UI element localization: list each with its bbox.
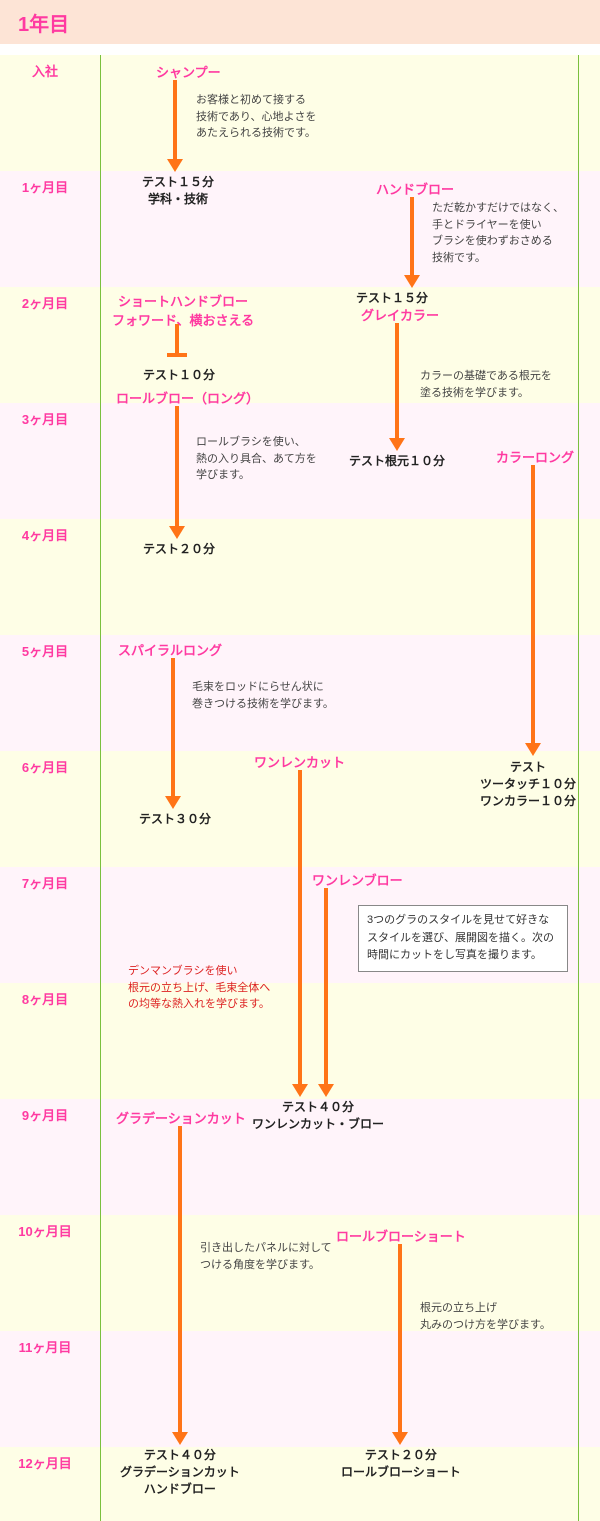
skill-desc: ロールブラシを使い、 熱の入り具合、あて方を 学びます。: [196, 434, 317, 484]
month-label: 3ヶ月目: [0, 409, 90, 428]
arrow-head-icon: [392, 1432, 408, 1445]
test-result: テスト２０分: [143, 540, 215, 557]
month-label: 8ヶ月目: [0, 989, 90, 1008]
month-label: 6ヶ月目: [0, 757, 90, 776]
arrow-line: [178, 1126, 182, 1435]
month-label: 1ヶ月目: [0, 177, 90, 196]
skill-desc: カラーの基礎である根元を 塗る技術を学びます。: [420, 368, 552, 401]
arrow-head-icon: [318, 1084, 334, 1097]
timeline-row: [0, 1331, 600, 1447]
test-result: テスト４０分 グラデーションカット ハンドブロー: [120, 1446, 240, 1497]
skill-title: ロールブロー（ロング）: [116, 388, 259, 407]
test-result: テスト３０分: [139, 810, 211, 827]
arrow-head-icon: [292, 1084, 308, 1097]
month-label: 7ヶ月目: [0, 873, 90, 892]
month-label: 11ヶ月目: [0, 1337, 90, 1356]
month-label: 10ヶ月目: [0, 1221, 90, 1240]
timeline-edge-left: [100, 55, 101, 1521]
skill-desc: ただ乾かすだけではなく、 手とドライヤーを使い ブラシを使わずおさめる 技術です…: [432, 200, 564, 266]
skill-title: ワンレンカット: [254, 752, 345, 771]
skill-title: カラーロング: [496, 447, 574, 466]
skill-desc: お客様と初めて接する 技術であり、心地よさを あたえられる技術です。: [196, 92, 316, 142]
skill-title: ハンドブロー: [376, 179, 454, 198]
skill-title: ワンレンブロー: [312, 870, 403, 889]
denman-note: デンマンブラシを使い 根元の立ち上げ、毛束全体へ の均等な熱入れを学びます。: [128, 963, 270, 1013]
year-header-text: 1年目: [18, 8, 69, 37]
test-result: テスト１５分 学科・技術: [142, 173, 214, 207]
arrow-line: [398, 1244, 402, 1435]
arrow-line: [324, 888, 328, 1087]
arrow-head-icon: [525, 743, 541, 756]
timeline-edge-right: [578, 55, 579, 1521]
test-result: テスト１５分: [356, 289, 428, 306]
arrow-head-icon: [165, 796, 181, 809]
timeline-row: [0, 519, 600, 635]
skill-desc: 根元の立ち上げ 丸みのつけ方を学びます。: [420, 1300, 551, 1333]
arrow-line: [175, 406, 179, 529]
skill-desc: 引き出したパネルに対して つける角度を学びます。: [200, 1240, 332, 1273]
skill-title: シャンプー: [156, 62, 221, 81]
skill-title: グレイカラー: [361, 305, 439, 324]
month-label: 2ヶ月目: [0, 293, 90, 312]
test-result: テスト ツータッチ１０分 ワンカラー１０分: [480, 758, 576, 809]
test-result: テスト根元１０分: [349, 452, 445, 469]
month-label: 12ヶ月目: [0, 1453, 90, 1472]
month-label: 4ヶ月目: [0, 525, 90, 544]
arrow-line: [173, 80, 177, 162]
test-result: テスト２０分 ロールブローショート: [341, 1446, 461, 1480]
timeline-container: 1年目 入社 1ヶ月目 2ヶ月目 3ヶ月目 4ヶ月目 5ヶ月目 6ヶ月目 7ヶ月目 8ヶ月目 9ヶ…: [0, 0, 600, 1521]
arrow-line: [298, 770, 302, 1087]
arrow-line: [531, 465, 535, 746]
arrow-line: [175, 324, 179, 355]
skill-title: ロールブローショート: [336, 1226, 466, 1245]
arrow-head-icon: [169, 526, 185, 539]
timeline-row: [0, 1447, 600, 1521]
month-label: 入社: [0, 61, 90, 80]
year-header: 1年目: [0, 0, 600, 44]
arrow-head-icon: [404, 275, 420, 288]
month-label: 9ヶ月目: [0, 1105, 90, 1124]
arrow-line: [395, 323, 399, 441]
arrow-head-icon: [172, 1432, 188, 1445]
skill-title: ショートハンドブロー フォワード、横おさえる: [112, 291, 254, 329]
arrow-line: [410, 197, 414, 278]
arrow-head-icon: [167, 159, 183, 172]
skill-title: スパイラルロング: [118, 640, 222, 659]
skill-title: グラデーションカット: [116, 1108, 246, 1127]
arrow-line: [171, 658, 175, 799]
month-label: 5ヶ月目: [0, 641, 90, 660]
note-box: 3つのグラのスタイルを見せて好きなスタイルを選び、展開図を描く。次の時間にカット…: [358, 905, 568, 972]
test-result: テスト１０分: [143, 366, 215, 383]
arrow-t-cap: [167, 353, 187, 357]
test-result: テスト４０分 ワンレンカット・ブロー: [252, 1098, 384, 1132]
arrow-head-icon: [389, 438, 405, 451]
skill-desc: 毛束をロッドにらせん状に 巻きつける技術を学びます。: [192, 679, 334, 712]
